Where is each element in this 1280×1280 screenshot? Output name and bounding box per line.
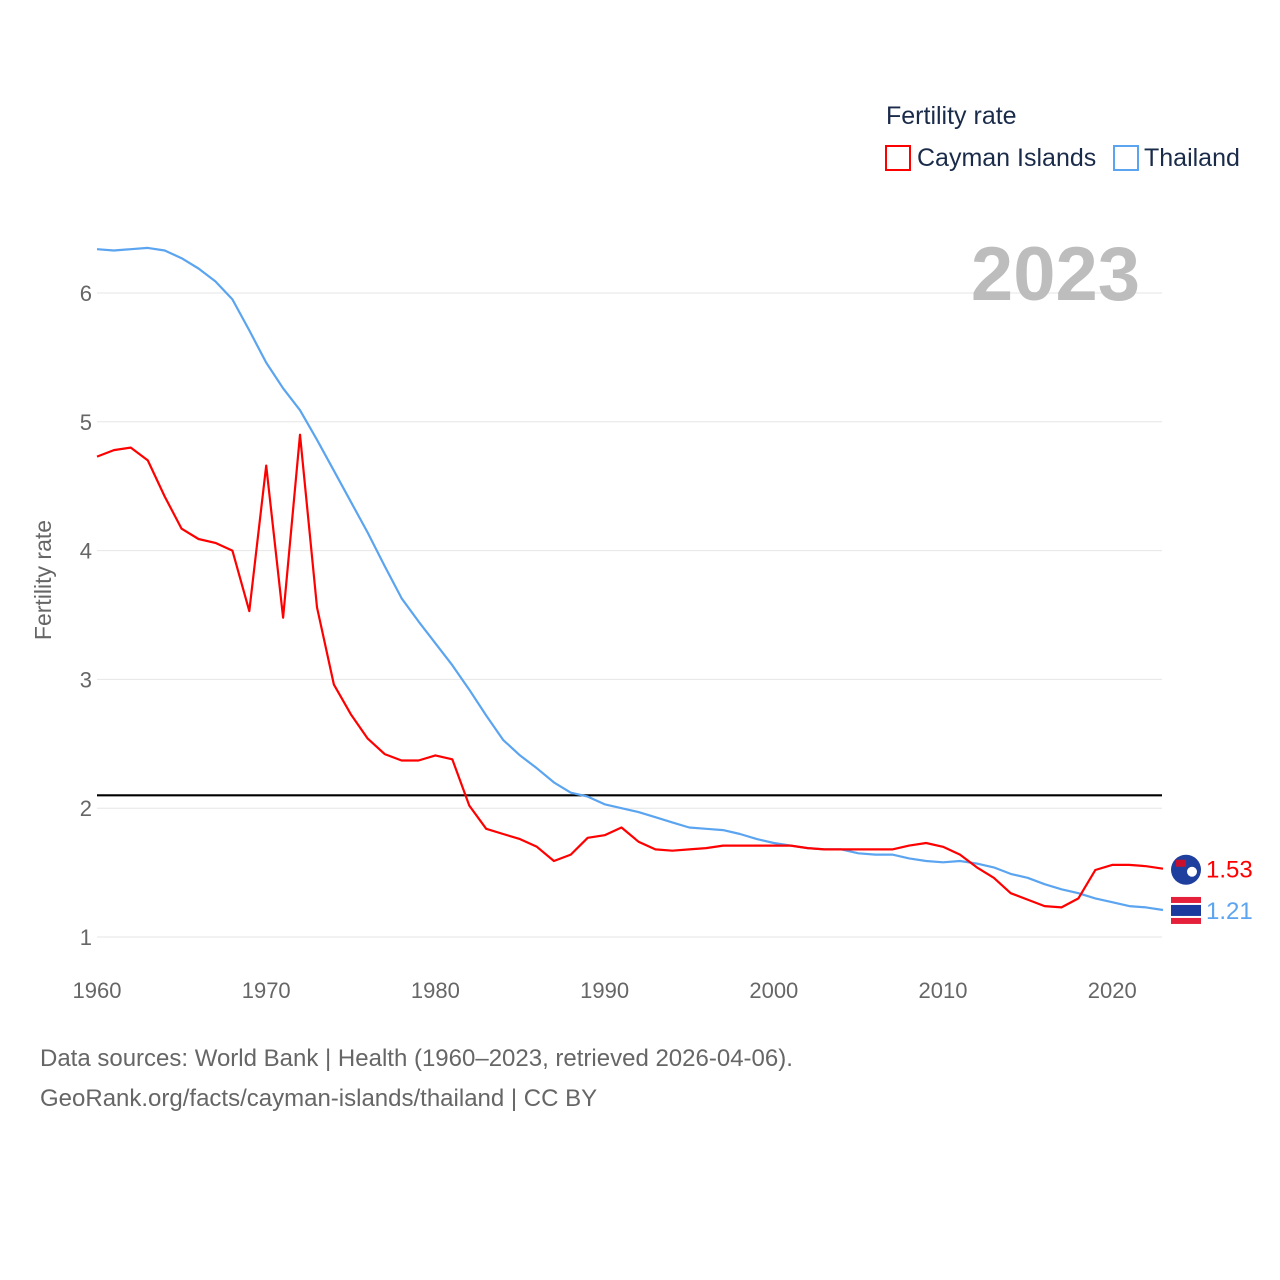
series-end-label: 1.53 xyxy=(1206,857,1253,884)
y-tick-label: 4 xyxy=(80,539,92,564)
x-tick-label: 1980 xyxy=(411,978,460,1003)
y-tick-label: 5 xyxy=(80,410,92,435)
flag-stripe xyxy=(1171,904,1201,916)
footer-sources: Data sources: World Bank | Health (1960–… xyxy=(40,1045,793,1072)
flag-icon-thailand xyxy=(1171,895,1201,926)
legend-swatch-thailand[interactable] xyxy=(1113,145,1139,171)
gridlines xyxy=(97,292,1162,938)
y-tick-label: 3 xyxy=(80,667,92,692)
y-tick-labels: 1 2 3 4 5 6 xyxy=(80,281,92,950)
series-end-labels: 1.53 1.21 xyxy=(1171,854,1253,926)
x-tick-label: 2000 xyxy=(749,978,798,1003)
year-watermark: 2023 xyxy=(971,232,1140,317)
series-lines xyxy=(96,246,1164,912)
y-tick-label: 2 xyxy=(80,796,92,821)
legend-label-cayman[interactable]: Cayman Islands xyxy=(917,144,1096,172)
series-end-label: 1.21 xyxy=(1206,898,1253,925)
flag-stripe xyxy=(1171,917,1201,924)
x-tick-label: 1970 xyxy=(242,978,291,1003)
x-tick-label: 1960 xyxy=(73,978,122,1003)
y-tick-label: 6 xyxy=(80,281,92,306)
series-line-cayman-islands xyxy=(96,433,1164,909)
legend-swatch-cayman[interactable] xyxy=(885,145,911,171)
y-axis-label: Fertility rate xyxy=(30,520,56,640)
y-tick-label: 1 xyxy=(80,925,92,950)
flag-icon-cayman-islands xyxy=(1171,854,1201,885)
footer-link[interactable]: GeoRank.org/facts/cayman-islands/thailan… xyxy=(40,1085,598,1112)
flag-stripe xyxy=(1171,896,1201,903)
legend: Fertility rate Cayman Islands Thailand xyxy=(885,102,1240,172)
x-tick-labels: 1960 1970 1980 1990 2000 2010 2020 xyxy=(73,978,1137,1003)
legend-label-thailand[interactable]: Thailand xyxy=(1144,144,1240,172)
x-tick-label: 2020 xyxy=(1088,978,1137,1003)
series-line-thailand xyxy=(96,246,1164,912)
x-tick-label: 1990 xyxy=(580,978,629,1003)
flag-crest xyxy=(1187,866,1197,877)
x-tick-label: 2010 xyxy=(919,978,968,1003)
legend-title: Fertility rate xyxy=(886,102,1017,130)
flag-union xyxy=(1176,859,1186,867)
